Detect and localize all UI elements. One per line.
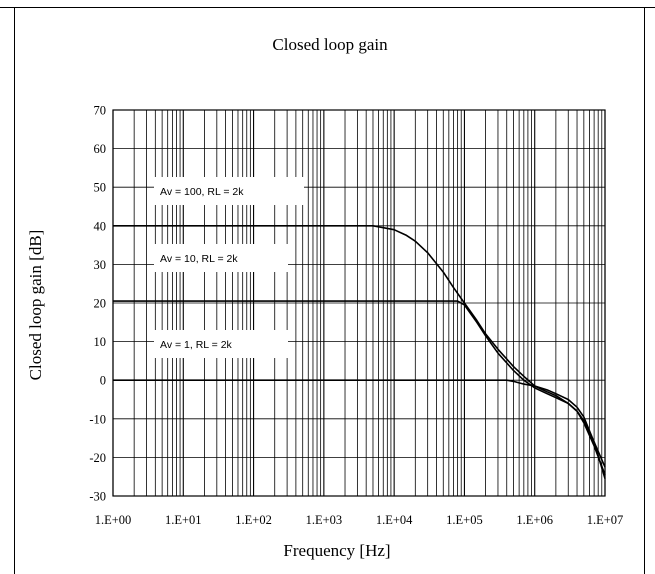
x-tick-label: 1.E+07 (587, 513, 624, 527)
chart-title: Closed loop gain (272, 35, 388, 54)
x-tick-label: 1.E+01 (165, 513, 202, 527)
tick-label-layer: 1.E+00 1.E+01 1.E+02 1.E+03 1.E+04 1.E+05 1.E+… (89, 104, 623, 528)
x-tick-label: 1.E+00 (95, 513, 132, 527)
x-axis-label: Frequency [Hz] (283, 541, 390, 560)
x-tick-label: 1.E+06 (516, 513, 553, 527)
annotation-layer: Av = 100, RL = 2k Av = 10, RL = 2k Av = 1,… (154, 177, 304, 358)
x-tick-label: 1.E+03 (306, 513, 343, 527)
annotation-label: Av = 1, RL = 2k (160, 339, 233, 351)
annotation-label: Av = 10, RL = 2k (160, 253, 238, 265)
y-tick-label: 20 (94, 297, 107, 311)
y-tick-label: -30 (89, 490, 106, 504)
y-tick-label: 0 (100, 374, 106, 388)
y-tick-label: -10 (89, 412, 106, 426)
y-tick-label: -20 (89, 451, 106, 465)
plot-grid (113, 110, 605, 496)
x-tick-label: 1.E+02 (235, 513, 272, 527)
y-tick-label: 50 (94, 181, 107, 195)
y-tick-label: 60 (94, 142, 107, 156)
y-tick-label: 40 (94, 219, 107, 233)
y-tick-label: 10 (94, 335, 107, 349)
y-axis-label: Closed loop gain [dB] (26, 230, 45, 381)
x-tick-label: 1.E+05 (446, 513, 483, 527)
annotation-label: Av = 100, RL = 2k (160, 186, 244, 198)
y-tick-label: 30 (94, 258, 107, 272)
x-tick-label: 1.E+04 (376, 513, 413, 527)
y-tick-label: 70 (94, 104, 107, 118)
